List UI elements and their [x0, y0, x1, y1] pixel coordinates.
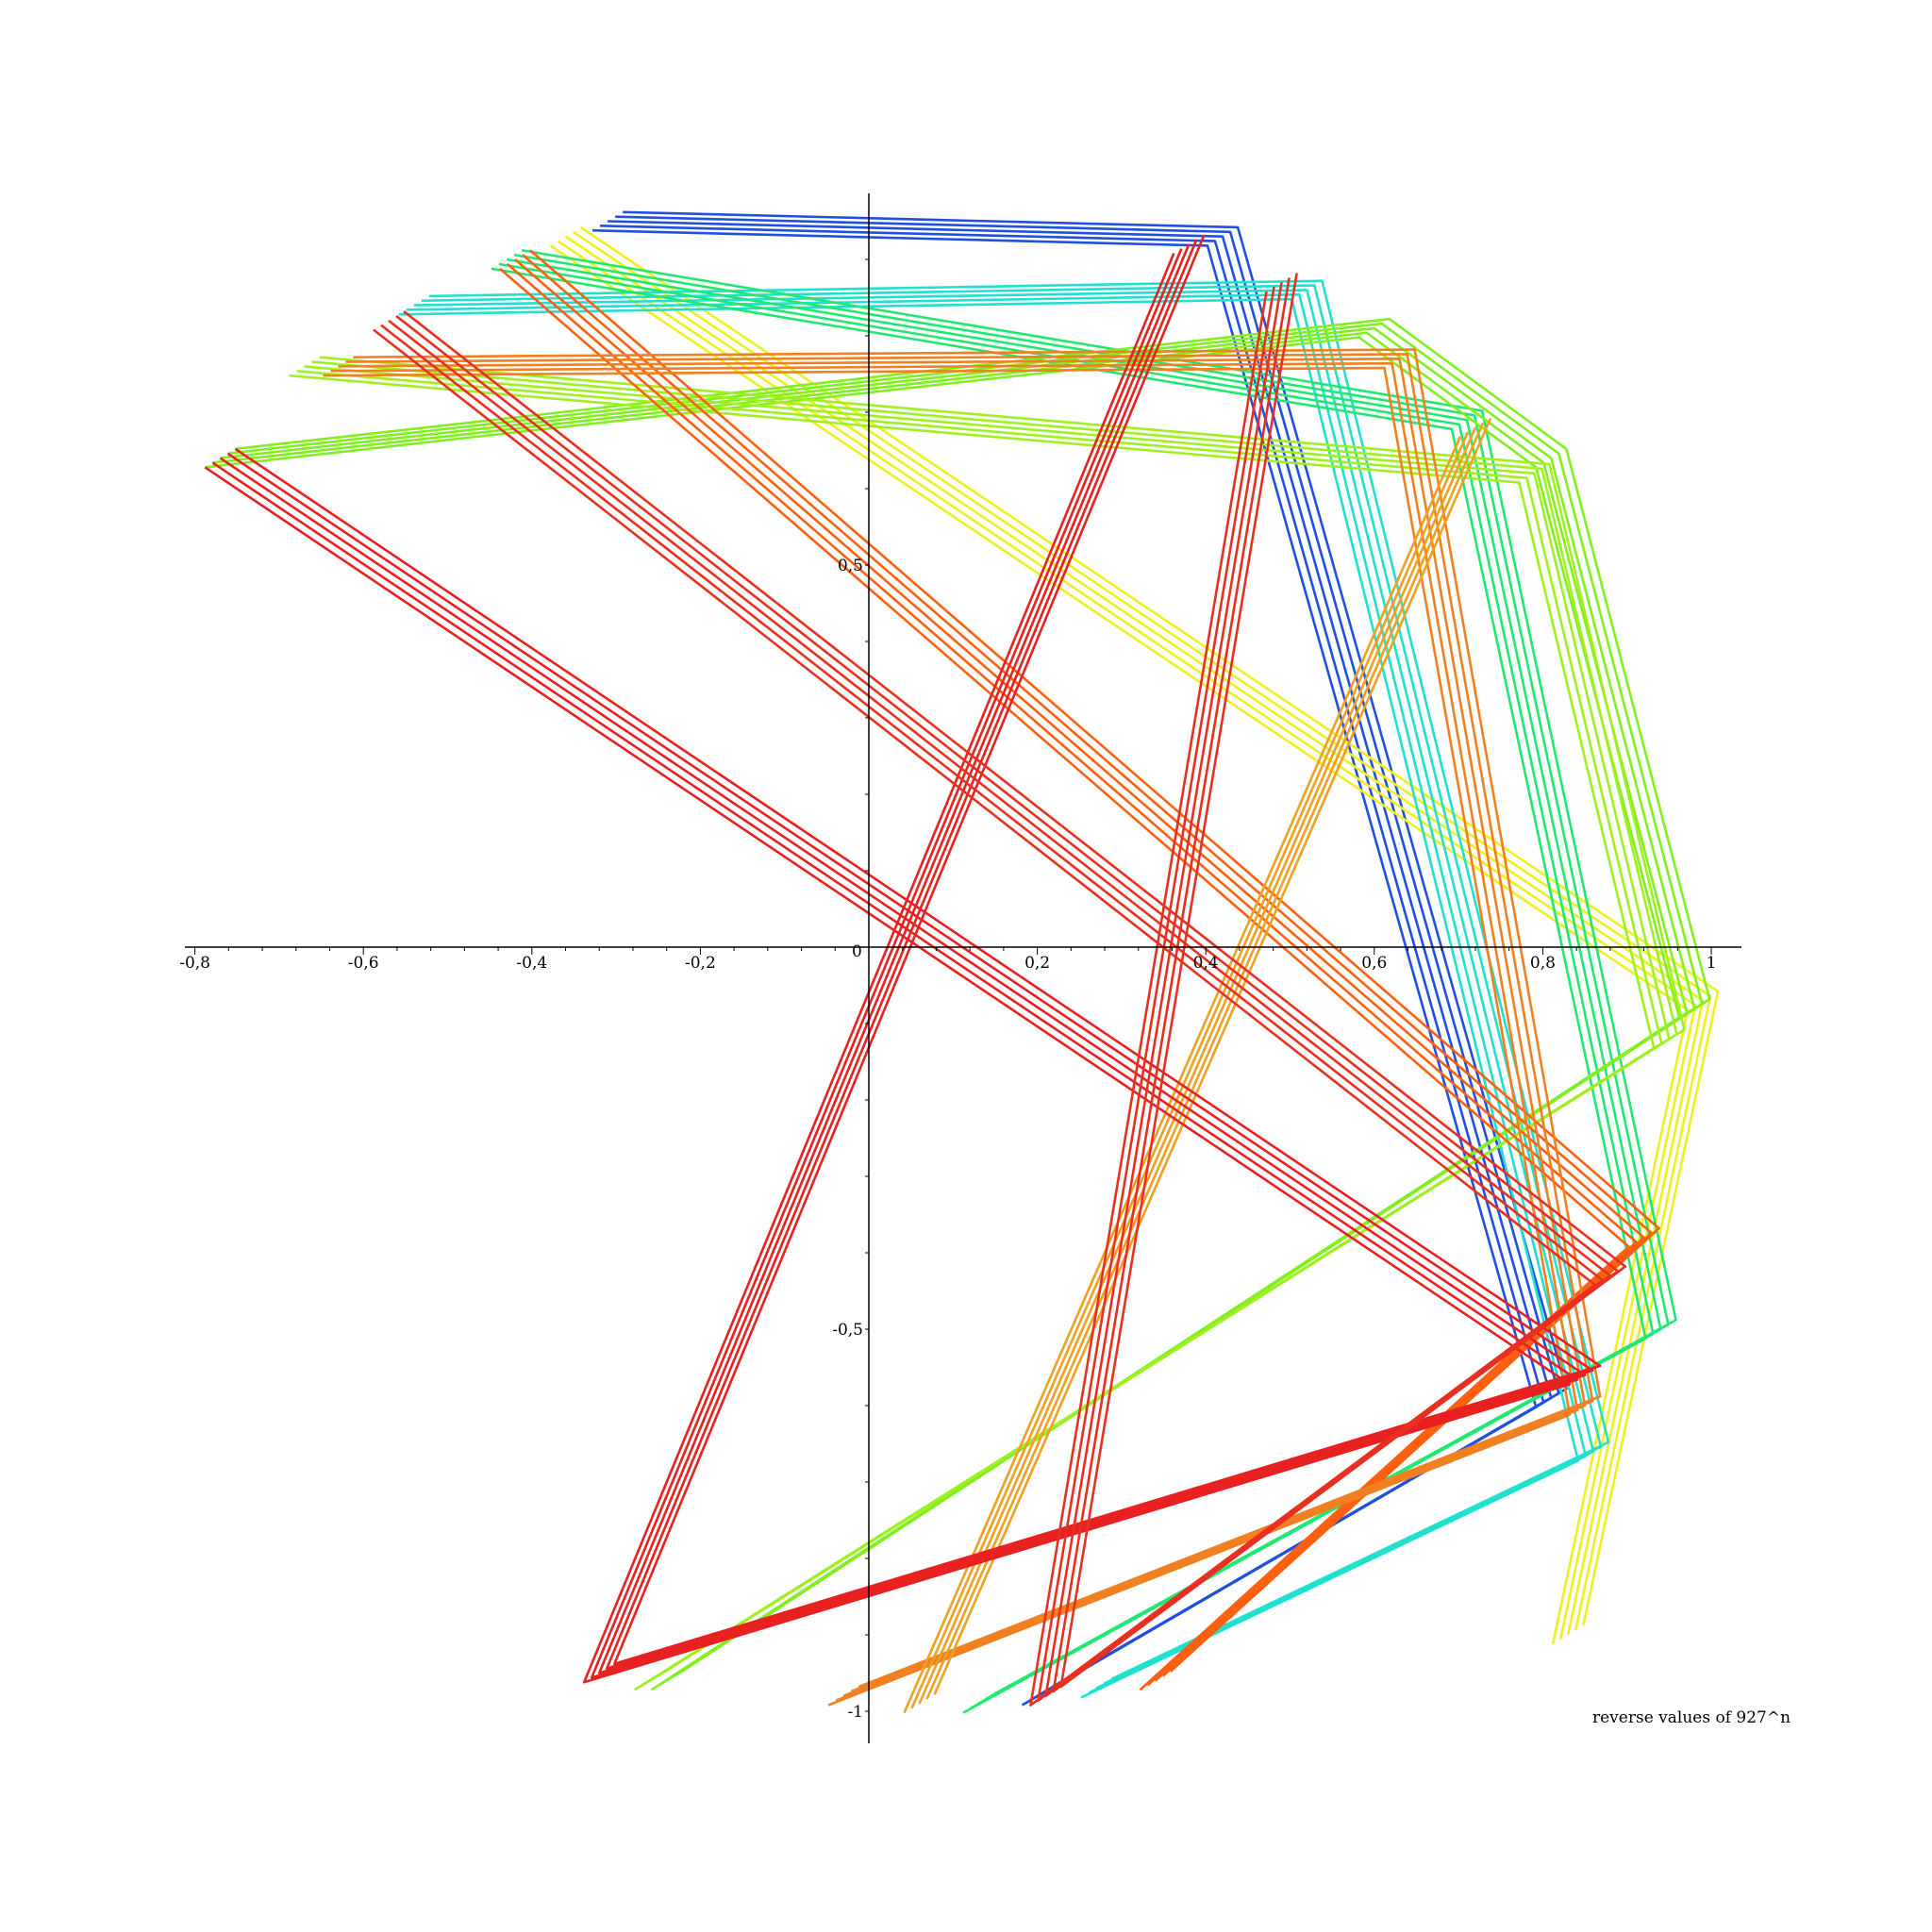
series-6-line-2	[514, 258, 1645, 1682]
y-tick-label: -1	[847, 1703, 863, 1722]
series-7-line-4	[353, 348, 1602, 1689]
series-9-line-2	[219, 243, 1587, 1674]
series-2-line-4	[428, 279, 1610, 1681]
series-10-line-4	[403, 273, 1627, 1689]
x-tick-label: 0,6	[1361, 954, 1387, 973]
series-10-line-0	[373, 291, 1597, 1707]
x-tick-label: -0,4	[516, 954, 547, 973]
series-layer	[204, 210, 1720, 1714]
series-8-line-1	[910, 431, 1470, 1709]
series-5-line-1	[296, 369, 1663, 1687]
series-5-line-3	[311, 360, 1678, 1677]
y-tick-label: 0,5	[838, 557, 863, 575]
x-tick-label: -0,2	[685, 954, 716, 973]
series-1-line-4	[579, 225, 1720, 1626]
x-tick-label: 0,8	[1530, 954, 1556, 973]
series-6-line-1	[507, 262, 1638, 1687]
series-5-line-0	[289, 374, 1656, 1691]
series-6-line-4	[529, 249, 1660, 1673]
series-9-line-0	[204, 253, 1572, 1684]
series-8-line-0	[903, 436, 1462, 1714]
x-tick-label: 0,2	[1024, 954, 1050, 973]
series-6-line-0	[499, 267, 1630, 1691]
series-7-line-1	[330, 361, 1579, 1702]
x-tick-label: -0,6	[348, 954, 379, 973]
series-9-line-4	[234, 234, 1602, 1666]
series-7-line-3	[345, 353, 1594, 1693]
x-tick-label: 1	[1707, 954, 1717, 973]
series-8-line-3	[925, 422, 1485, 1700]
tick-layer: -0,8 -0,6 -0,4 -0,2 0,2 0,4 0,6 0,8 1 0,5 -0,5 -1	[179, 258, 1717, 1722]
chart-title: reverse values of 927^n	[1592, 1708, 1790, 1727]
origin-label: 0	[852, 942, 862, 961]
series-7-line-2	[338, 357, 1587, 1698]
series-5-line-4	[319, 356, 1686, 1673]
series-8-line-4	[933, 417, 1492, 1695]
series-7-line-0	[323, 366, 1572, 1707]
y-tick-label: -0,5	[832, 1321, 863, 1340]
x-tick-label: -0,8	[179, 954, 210, 973]
series-5-line-2	[304, 365, 1671, 1682]
series-2-line-0	[398, 297, 1580, 1699]
series-9-line-3	[226, 239, 1594, 1670]
series-6-line-3	[522, 254, 1653, 1677]
series-1-line-2	[564, 235, 1705, 1636]
series-1-line-3	[572, 230, 1712, 1631]
series-8-line-2	[918, 426, 1477, 1705]
series-4-line-0	[205, 336, 1681, 1691]
series-9-line-1	[211, 248, 1579, 1679]
x-tick-label: 0,4	[1193, 954, 1219, 973]
